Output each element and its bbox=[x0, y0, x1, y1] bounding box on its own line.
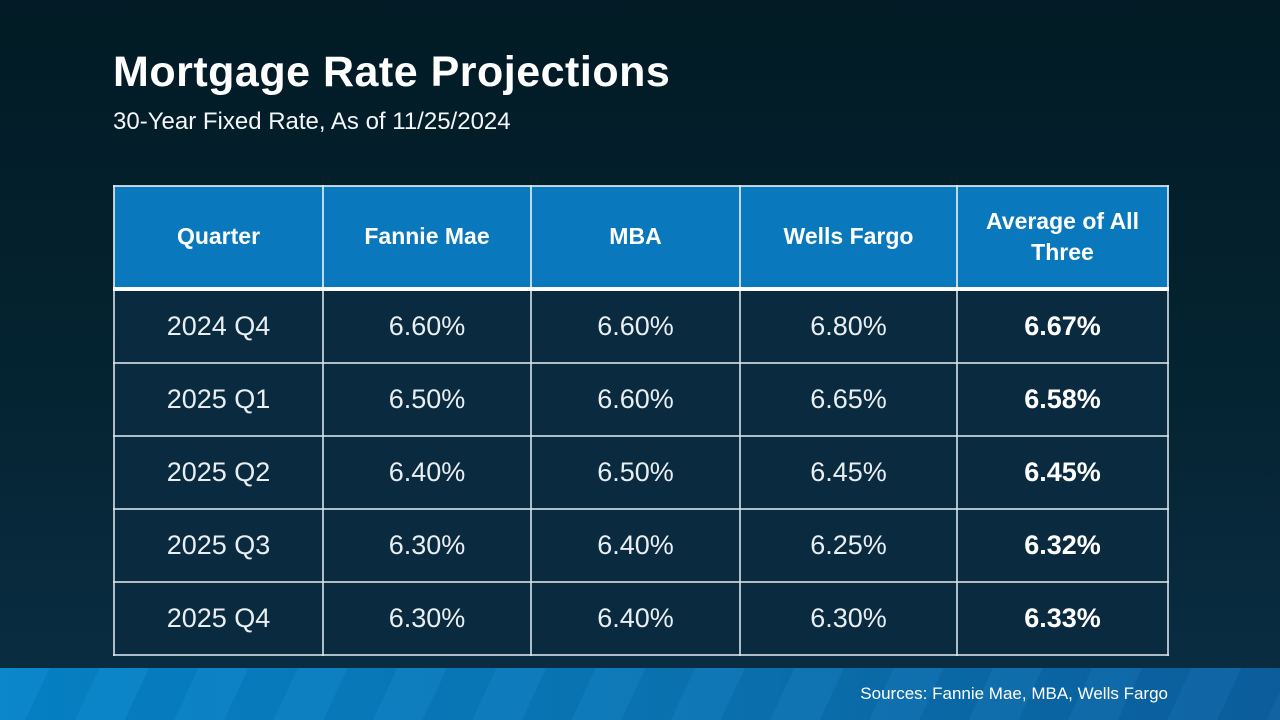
cell-average: 6.32% bbox=[956, 508, 1169, 583]
page-title: Mortgage Rate Projections bbox=[113, 48, 671, 96]
column-header-mba: MBA bbox=[530, 185, 741, 291]
table-row: 2025 Q1 6.50% 6.60% 6.65% 6.58% bbox=[113, 362, 1169, 437]
cell-wells-fargo: 6.65% bbox=[739, 362, 958, 437]
cell-wells-fargo: 6.30% bbox=[739, 581, 958, 656]
column-header-quarter: Quarter bbox=[113, 185, 324, 291]
cell-quarter: 2025 Q1 bbox=[113, 362, 324, 437]
cell-wells-fargo: 6.25% bbox=[739, 508, 958, 583]
mortgage-rate-projections-table: Quarter Fannie Mae MBA Wells Fargo Avera… bbox=[113, 185, 1169, 656]
cell-average: 6.58% bbox=[956, 362, 1169, 437]
cell-mba: 6.50% bbox=[530, 435, 741, 510]
table-row: 2024 Q4 6.60% 6.60% 6.80% 6.67% bbox=[113, 288, 1169, 364]
cell-quarter: 2025 Q4 bbox=[113, 581, 324, 656]
cell-average: 6.67% bbox=[956, 288, 1169, 364]
footer-bar: Sources: Fannie Mae, MBA, Wells Fargo bbox=[0, 668, 1280, 720]
column-header-fannie-mae: Fannie Mae bbox=[322, 185, 532, 291]
table-row: 2025 Q2 6.40% 6.50% 6.45% 6.45% bbox=[113, 435, 1169, 510]
table-header-row: Quarter Fannie Mae MBA Wells Fargo Avera… bbox=[113, 185, 1169, 291]
cell-wells-fargo: 6.80% bbox=[739, 288, 958, 364]
column-header-average: Average of All Three bbox=[956, 185, 1169, 291]
table-row: 2025 Q3 6.30% 6.40% 6.25% 6.32% bbox=[113, 508, 1169, 583]
cell-quarter: 2025 Q3 bbox=[113, 508, 324, 583]
cell-average: 6.33% bbox=[956, 581, 1169, 656]
cell-mba: 6.40% bbox=[530, 581, 741, 656]
cell-fannie-mae: 6.30% bbox=[322, 581, 532, 656]
cell-fannie-mae: 6.50% bbox=[322, 362, 532, 437]
sources-note: Sources: Fannie Mae, MBA, Wells Fargo bbox=[860, 684, 1168, 703]
column-header-wells-fargo: Wells Fargo bbox=[739, 185, 958, 291]
cell-mba: 6.60% bbox=[530, 362, 741, 437]
cell-fannie-mae: 6.30% bbox=[322, 508, 532, 583]
cell-mba: 6.40% bbox=[530, 508, 741, 583]
cell-quarter: 2024 Q4 bbox=[113, 288, 324, 364]
cell-average: 6.45% bbox=[956, 435, 1169, 510]
cell-fannie-mae: 6.40% bbox=[322, 435, 532, 510]
cell-mba: 6.60% bbox=[530, 288, 741, 364]
page-subtitle: 30-Year Fixed Rate, As of 11/25/2024 bbox=[113, 108, 511, 135]
cell-wells-fargo: 6.45% bbox=[739, 435, 958, 510]
table-row: 2025 Q4 6.30% 6.40% 6.30% 6.33% bbox=[113, 581, 1169, 656]
cell-fannie-mae: 6.60% bbox=[322, 288, 532, 364]
cell-quarter: 2025 Q2 bbox=[113, 435, 324, 510]
